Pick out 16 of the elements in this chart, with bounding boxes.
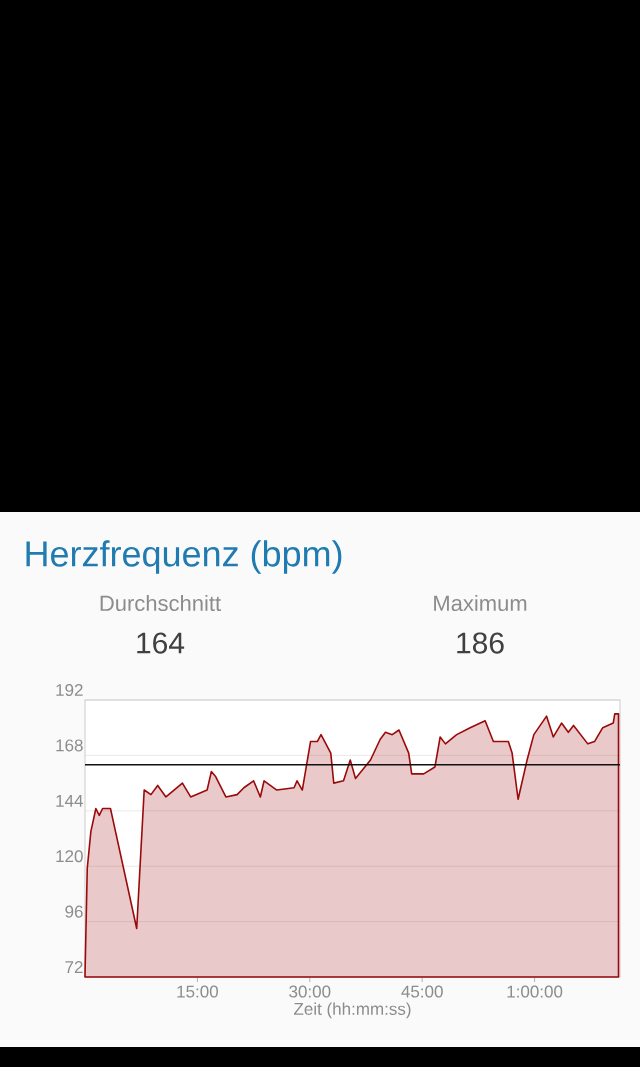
text: Maximum — [434, 594, 527, 612]
text: 186 — [457, 632, 504, 654]
y-tick-label: 96 — [65, 905, 83, 918]
chart-title: Herzfrequenz (bpm) — [26, 540, 342, 574]
y-tick-label: 168 — [56, 739, 83, 752]
text: 164 — [137, 632, 185, 654]
x-tick-label: 30:00 — [289, 985, 331, 998]
text: Durchschnitt — [100, 594, 221, 612]
x-axis-title: Zeit (hh:mm:ss) — [294, 1002, 411, 1019]
x-tick-label: 1:00:00 — [507, 985, 563, 998]
y-tick-label: 192 — [56, 683, 83, 697]
x-tick-label: 15:00 — [177, 985, 219, 998]
y-tick-label: 144 — [56, 794, 83, 807]
y-tick-label: 120 — [56, 850, 83, 863]
x-tick-label: 45:00 — [401, 985, 443, 998]
y-tick-label: 72 — [65, 961, 83, 973]
